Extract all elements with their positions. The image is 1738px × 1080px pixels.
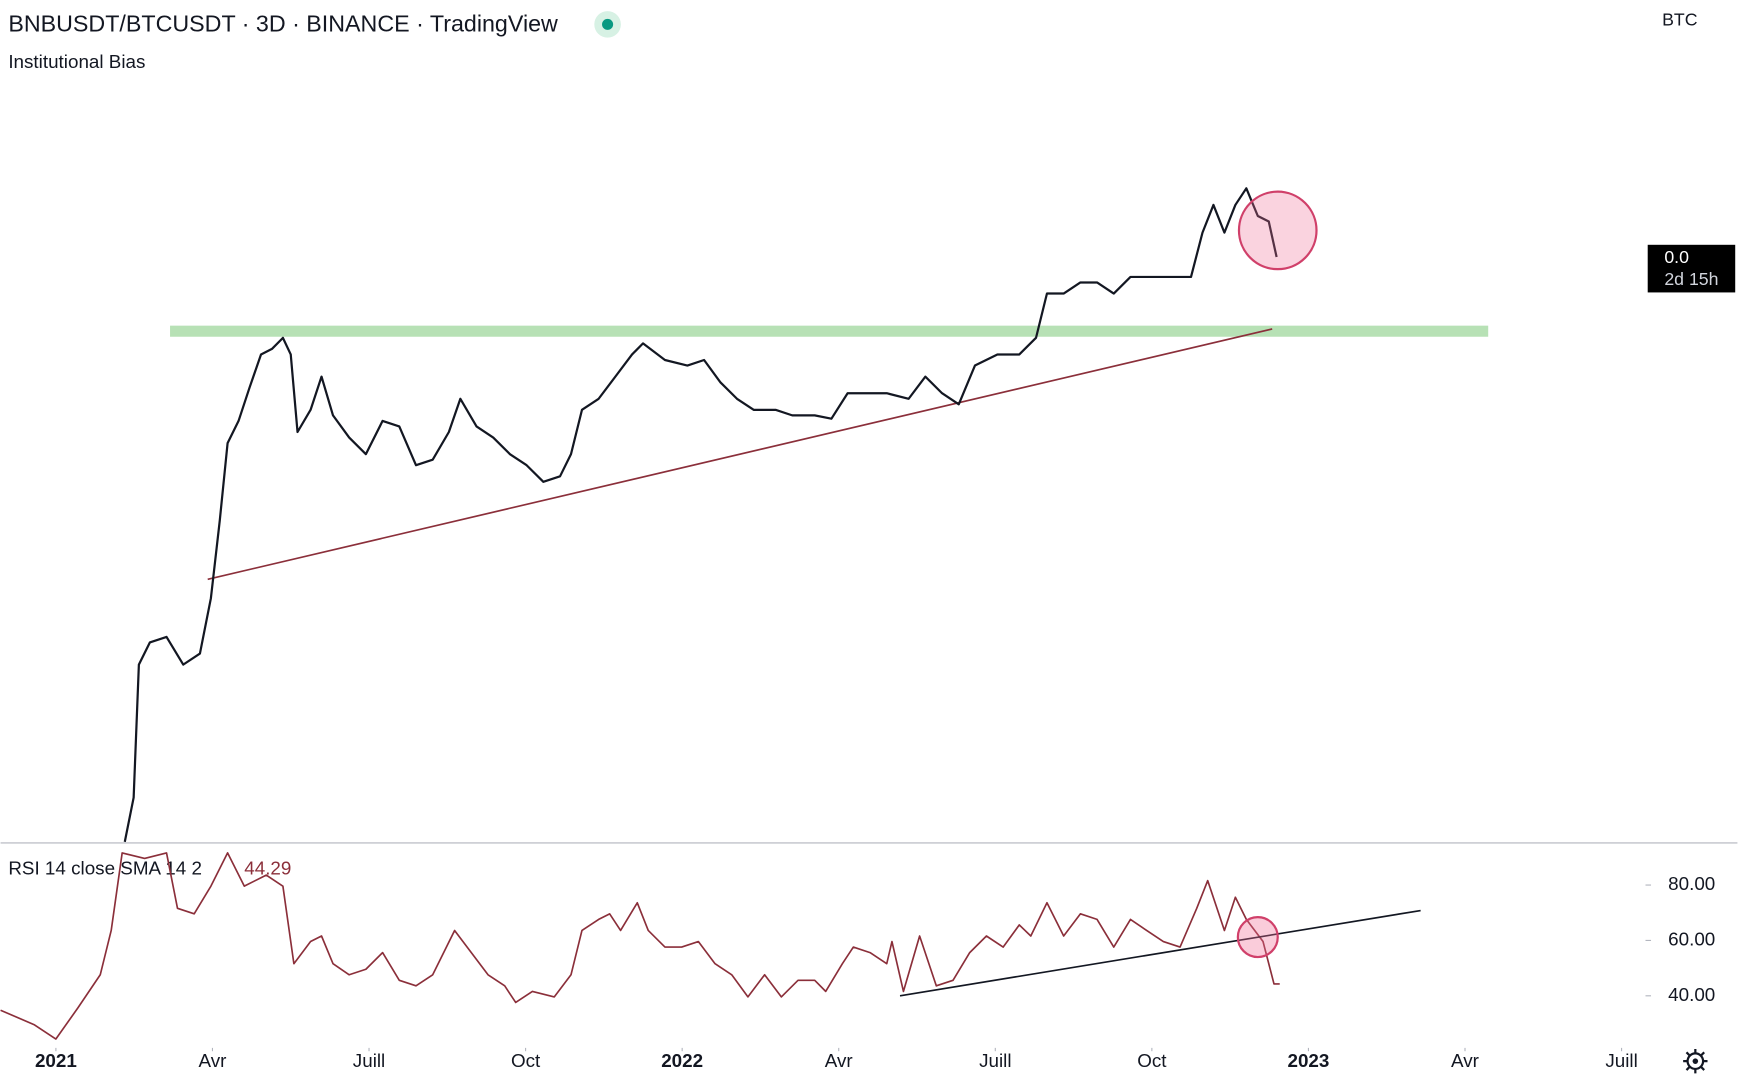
x-tick-label: Avr [825,1050,853,1071]
series-line [123,187,1278,843]
x-tick-label: Oct [1137,1050,1167,1071]
rsi-title: RSI 14 close SMA 14 2 [8,858,202,879]
x-tick-label: Juill [979,1050,1011,1071]
x-tick-label: Avr [199,1050,227,1071]
chart-title: BNBUSDT/BTCUSDT · 3D · BINANCE · Trading… [8,11,558,37]
status-dot [602,18,614,30]
series-line [0,852,1280,1040]
rsi-highlight-circle [1236,916,1279,959]
currency-label: BTC [1662,10,1698,30]
x-tick-label: 2023 [1287,1050,1329,1071]
x-tick-label: Oct [511,1050,541,1071]
x-tick-label: Juill [1605,1050,1637,1071]
price-layer [123,187,1278,843]
y-tick-label: 40.00 [1668,984,1715,1005]
rsi-value: 44.29 [244,858,291,879]
x-tick-label: Juill [353,1050,385,1071]
rsi-layer: 80.00 60.00 40.00 2021 Avr Juill Oct 2022 Avr Jui… [0,852,1715,1071]
settings-icon[interactable] [1683,1048,1708,1074]
price-badge [1647,244,1736,293]
trend-line [207,328,1273,581]
resistance-zone [170,325,1489,337]
price-badge-value: 0.0 [1664,247,1689,267]
y-tick-label: 80.00 [1668,873,1715,894]
price-badge-countdown: 2d 15h [1664,269,1718,289]
highlight-circle [1237,190,1318,271]
y-tick-label: 60.00 [1668,928,1715,949]
x-tick-label: Avr [1451,1050,1479,1071]
x-tick-label: 2021 [35,1050,77,1071]
chart-subtitle: Institutional Bias [8,51,145,72]
x-tick-label: 2022 [661,1050,703,1071]
rsi-trend-line [899,909,1421,997]
